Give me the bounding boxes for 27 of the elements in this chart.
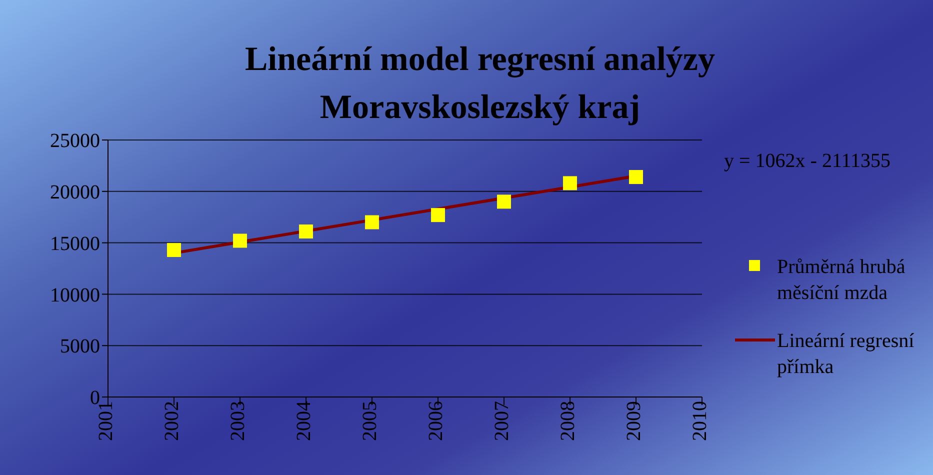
y-tick-label: 5000	[60, 336, 100, 358]
x-tick-label: 2009	[623, 401, 646, 441]
chart-title: Lineární model regresní analýzy Moravskoslezský kraj	[244, 40, 716, 128]
point	[299, 224, 313, 238]
x-tick-label: 2004	[293, 401, 316, 441]
x-tick-label: 2003	[227, 401, 250, 441]
y-tick-label: 25000	[50, 130, 100, 152]
y-tick-label: 20000	[50, 182, 100, 204]
point	[431, 208, 445, 222]
legend-label: Lineární regresní přímka	[777, 329, 916, 380]
point	[365, 215, 379, 230]
x-tick-label: 2010	[689, 401, 712, 441]
point	[563, 176, 577, 190]
y-tick-label: 0	[90, 387, 100, 410]
x-tick-label: 2008	[557, 401, 580, 441]
x-tick-label: 2006	[425, 401, 448, 441]
x-tick-label: 2007	[491, 401, 514, 441]
x-tick-label: 2002	[161, 401, 184, 441]
point	[233, 234, 247, 248]
point	[629, 170, 643, 184]
y-tick-label: 10000	[50, 284, 100, 306]
point	[167, 242, 181, 257]
legend-label: Průměrná hrubá měsíční mzda	[777, 255, 906, 306]
point	[497, 194, 511, 209]
y-tick-label: 15000	[50, 232, 100, 255]
x-tick-label: 2005	[359, 401, 382, 441]
text: y = 1062x - 2111355	[724, 150, 890, 173]
